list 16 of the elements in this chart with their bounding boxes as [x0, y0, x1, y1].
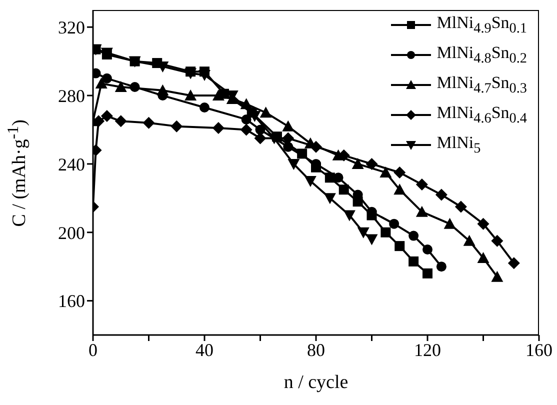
legend-label: MlNi$_{4.9}$Sn$_{0.1}$: [436, 12, 527, 38]
x-axis-title: n / cycle: [282, 372, 350, 394]
y-tick-label: 320: [58, 17, 85, 38]
y-tick-label: 200: [58, 222, 85, 243]
x-tick-label: 120: [414, 340, 441, 360]
legend-label: MlNi$_{4.8}$Sn$_{0.2}$: [436, 42, 527, 68]
x-tick-label: 80: [307, 340, 325, 360]
legend-label: MlNi$_{5}$: [436, 132, 481, 158]
legend-label: MlNi$_{4.7}$Sn$_{0.3}$: [436, 72, 527, 98]
x-tick-label: 160: [526, 340, 552, 360]
y-tick-label: 280: [58, 86, 85, 106]
x-tick-label: 40: [196, 340, 214, 360]
x-tick-label: 0: [88, 340, 98, 360]
y-tick-label: 160: [58, 291, 85, 312]
y-tick-label: 240: [58, 154, 85, 174]
legend-label: MlNi$_{4.6}$Sn$_{0.4}$: [436, 102, 527, 128]
